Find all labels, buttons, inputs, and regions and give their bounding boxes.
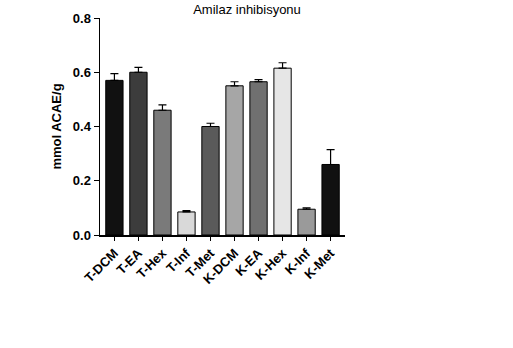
svg-text:T-Hex: T-Hex	[134, 245, 170, 281]
svg-text:T-Met: T-Met	[183, 245, 218, 280]
svg-text:0.4: 0.4	[73, 119, 92, 134]
svg-text:0.0: 0.0	[73, 228, 91, 243]
svg-text:K-EA: K-EA	[232, 245, 266, 279]
svg-text:K-Hex: K-Hex	[252, 245, 290, 283]
svg-text:K-Met: K-Met	[301, 245, 338, 282]
svg-text:T-Inf: T-Inf	[163, 245, 193, 275]
svg-text:0.6: 0.6	[73, 65, 91, 80]
svg-text:K-DCM: K-DCM	[200, 246, 241, 287]
svg-text:Amilaz inhibisyonu: Amilaz inhibisyonu	[193, 2, 301, 17]
svg-text:0.8: 0.8	[73, 11, 91, 26]
svg-text:0.2: 0.2	[73, 173, 91, 188]
svg-text:mmol ACAE/g: mmol ACAE/g	[49, 83, 64, 169]
svg-text:K-Inf: K-Inf	[282, 245, 314, 277]
svg-text:T-EA: T-EA	[114, 245, 146, 277]
svg-text:T-DCM: T-DCM	[81, 246, 121, 286]
